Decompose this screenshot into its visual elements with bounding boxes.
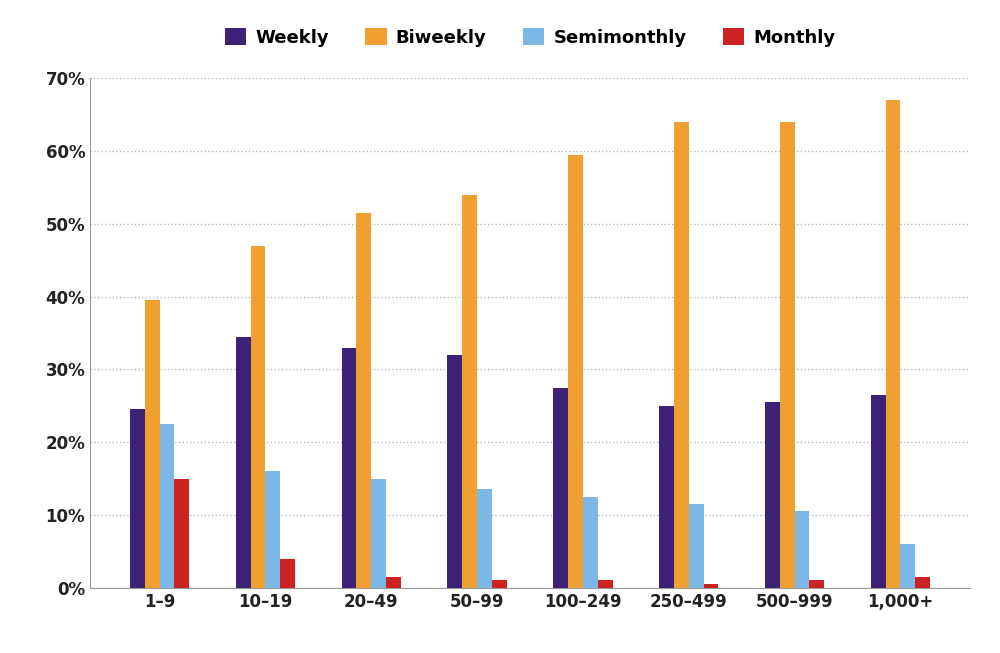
Bar bbox=[795, 511, 809, 588]
Bar bbox=[280, 558, 295, 588]
Bar bbox=[704, 584, 718, 588]
Bar bbox=[386, 577, 401, 588]
Bar bbox=[447, 355, 462, 588]
Bar bbox=[659, 406, 674, 588]
Bar bbox=[236, 337, 251, 588]
Bar bbox=[462, 195, 477, 588]
Bar bbox=[689, 504, 704, 588]
Bar bbox=[342, 347, 356, 588]
Bar bbox=[251, 246, 265, 588]
Bar bbox=[356, 213, 371, 588]
Bar bbox=[765, 402, 780, 588]
Bar bbox=[871, 395, 886, 588]
Bar bbox=[674, 122, 689, 588]
Bar bbox=[371, 479, 386, 588]
Bar bbox=[174, 479, 189, 588]
Bar bbox=[492, 581, 507, 588]
Bar bbox=[568, 155, 583, 588]
Bar bbox=[477, 490, 492, 588]
Bar bbox=[598, 581, 613, 588]
Bar bbox=[900, 544, 915, 588]
Bar bbox=[780, 122, 795, 588]
Bar bbox=[145, 300, 160, 588]
Bar bbox=[130, 409, 145, 588]
Legend: Weekly, Biweekly, Semimonthly, Monthly: Weekly, Biweekly, Semimonthly, Monthly bbox=[217, 21, 843, 54]
Bar bbox=[583, 497, 598, 588]
Bar bbox=[160, 424, 174, 588]
Bar bbox=[553, 388, 568, 588]
Bar bbox=[809, 581, 824, 588]
Bar bbox=[915, 577, 930, 588]
Bar bbox=[265, 471, 280, 588]
Bar bbox=[886, 100, 900, 588]
